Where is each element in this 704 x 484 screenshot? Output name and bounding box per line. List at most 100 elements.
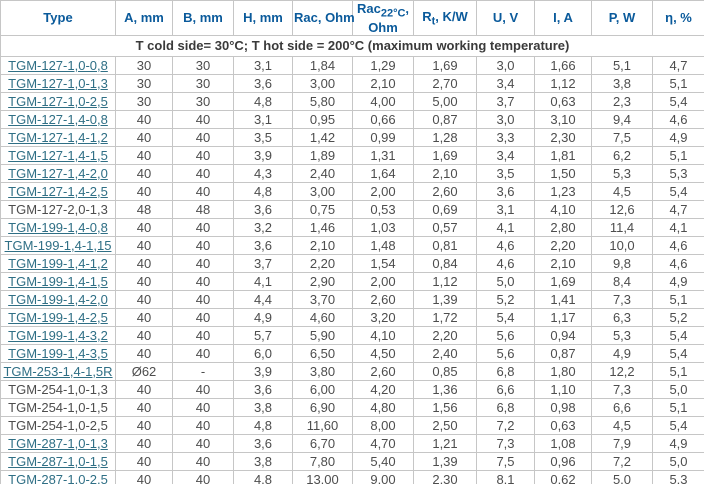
cell-i_a: 2,80: [534, 217, 592, 237]
type-link[interactable]: TGM-287-1,0-1,5: [8, 453, 108, 469]
cell-rt_k_w: 0,85: [413, 361, 477, 381]
cell-rt_k_w: 0,81: [413, 235, 477, 255]
type-link[interactable]: TGM-127-1,0-0,8: [8, 57, 108, 73]
type-link[interactable]: TGM-127-1,4-1,2: [8, 129, 108, 145]
type-link[interactable]: TGM-199-1,4-3,2: [8, 327, 108, 343]
cell-p_w: 5,3: [591, 163, 653, 183]
cell-h_mm: 4,4: [233, 289, 293, 309]
cell-a_mm: 40: [115, 289, 173, 309]
cell-a_mm: 30: [115, 73, 173, 93]
table-row: TGM-253-1,4-1,5R Ø62-3,9 3,80 2,60 0,85 6,8 1,…: [0, 361, 704, 381]
cell-b_mm: 40: [172, 217, 234, 237]
cell-h_mm: 5,7: [233, 325, 293, 345]
cell-rt_k_w: 2,70: [413, 73, 477, 93]
cell-b_mm: 48: [172, 199, 234, 219]
cell-a_mm: 40: [115, 433, 173, 453]
cell-rac_ohm: 2,10: [292, 235, 353, 255]
table-row: TGM-199-1,4-1,5 40 40 4,1 2,90 2,00 1,12 5,0 1,6…: [0, 271, 704, 291]
type-link[interactable]: TGM-127-1,0-1,3: [8, 75, 108, 91]
cell-i_a: 2,20: [534, 235, 592, 255]
table-row: TGM-127-1,4-0,8 40 40 3,1 0,95 0,66 0,87 3,0 3,1…: [0, 109, 704, 129]
type-cell: TGM-199-1,4-3,5: [0, 343, 116, 363]
cell-rac_ohm: 1,89: [292, 145, 353, 165]
type-cell: TGM-127-1,0-0,8: [0, 55, 116, 75]
cell-h_mm: 3,9: [233, 361, 293, 381]
cell-eta_percent: 5,4: [652, 181, 704, 201]
cell-a_mm: 40: [115, 415, 173, 435]
type-cell: TGM-127-1,4-2,5: [0, 181, 116, 201]
cell-a_mm: 48: [115, 199, 173, 219]
cell-eta_percent: 4,7: [652, 55, 704, 75]
cell-i_a: 2,10: [534, 253, 592, 273]
type-link[interactable]: TGM-127-1,4-0,8: [8, 111, 108, 127]
cell-i_a: 0,63: [534, 415, 592, 435]
cell-u_v: 5,4: [476, 307, 535, 327]
table-row: TGM-127-2,0-1,3 48 48 3,6 0,75 0,53 0,69 3,1 4,1…: [0, 199, 704, 219]
type-cell: TGM-254-1,0-1,3: [0, 379, 116, 399]
cell-rt_k_w: 1,39: [413, 451, 477, 471]
cell-rt_k_w: 0,69: [413, 199, 477, 219]
cell-u_v: 3,7: [476, 91, 535, 111]
cell-eta_percent: 4,9: [652, 433, 704, 453]
cell-p_w: 3,8: [591, 73, 653, 93]
type-cell: TGM-254-1,0-2,5: [0, 415, 116, 435]
cell-eta_percent: 5,1: [652, 361, 704, 381]
cell-rac_22c_ohm: 0,99: [352, 127, 414, 147]
cell-u_v: 3,3: [476, 127, 535, 147]
type-link[interactable]: TGM-199-1,4-1,15: [4, 237, 112, 253]
type-link[interactable]: TGM-127-1,4-1,5: [8, 147, 108, 163]
cell-rac_ohm: 3,00: [292, 181, 353, 201]
cell-b_mm: 40: [172, 145, 234, 165]
col-header-rt-kw: Rt, K/W: [413, 0, 477, 36]
cell-rac_ohm: 13,00: [292, 469, 353, 484]
type-link[interactable]: TGM-127-1,0-2,5: [8, 93, 108, 109]
cell-u_v: 4,6: [476, 253, 535, 273]
cell-i_a: 1,80: [534, 361, 592, 381]
cell-rac_ohm: 4,60: [292, 307, 353, 327]
cell-p_w: 4,5: [591, 415, 653, 435]
type-link[interactable]: TGM-199-1,4-1,2: [8, 255, 108, 271]
cell-rac_22c_ohm: 4,10: [352, 325, 414, 345]
type-link[interactable]: TGM-287-1,0-2,5: [8, 471, 108, 484]
cell-h_mm: 3,2: [233, 217, 293, 237]
type-link[interactable]: TGM-199-1,4-1,5: [8, 273, 108, 289]
cell-u_v: 5,0: [476, 271, 535, 291]
type-cell: TGM-199-1,4-1,2: [0, 253, 116, 273]
type-link[interactable]: TGM-127-1,4-2,0: [8, 165, 108, 181]
type-link[interactable]: TGM-199-1,4-3,5: [8, 345, 108, 361]
type-cell: TGM-127-1,4-1,5: [0, 145, 116, 165]
cell-a_mm: 40: [115, 379, 173, 399]
type-link[interactable]: TGM-199-1,4-2,5: [8, 309, 108, 325]
cell-u_v: 5,2: [476, 289, 535, 309]
type-link[interactable]: TGM-253-1,4-1,5R: [3, 363, 113, 379]
cell-eta_percent: 4,6: [652, 253, 704, 273]
cell-p_w: 7,9: [591, 433, 653, 453]
cell-b_mm: 40: [172, 325, 234, 345]
type-link[interactable]: TGM-287-1,0-1,3: [8, 435, 108, 451]
cell-a_mm: 40: [115, 235, 173, 255]
cell-eta_percent: 5,1: [652, 289, 704, 309]
cell-h_mm: 4,8: [233, 469, 293, 484]
conditions-text: T cold side= 30°C; T hot side = 200°C (m…: [0, 34, 704, 57]
type-link[interactable]: TGM-199-1,4-0,8: [8, 219, 108, 235]
type-cell: TGM-199-1,4-2,5: [0, 307, 116, 327]
cell-a_mm: 40: [115, 181, 173, 201]
cell-h_mm: 3,8: [233, 397, 293, 417]
type-cell: TGM-287-1,0-1,5: [0, 451, 116, 471]
cell-h_mm: 4,8: [233, 415, 293, 435]
cell-i_a: 0,98: [534, 397, 592, 417]
header-row: Type A, mm B, mm H, mm Rac, Ohm Rac22°C,…: [0, 0, 704, 36]
cell-a_mm: 30: [115, 55, 173, 75]
table-row: TGM-287-1,0-2,5 40 40 4,8 13,00 9,00 2,30 8,1 0,…: [0, 469, 704, 484]
type-link[interactable]: TGM-127-1,4-2,5: [8, 183, 108, 199]
cell-rac_22c_ohm: 9,00: [352, 469, 414, 484]
type-cell: TGM-199-1,4-0,8: [0, 217, 116, 237]
cell-rac_ohm: 2,40: [292, 163, 353, 183]
cell-rt_k_w: 2,60: [413, 181, 477, 201]
cell-rt_k_w: 1,72: [413, 307, 477, 327]
type-cell: TGM-199-1,4-2,0: [0, 289, 116, 309]
type-cell: TGM-127-1,0-1,3: [0, 73, 116, 93]
cell-rt_k_w: 0,87: [413, 109, 477, 129]
type-link[interactable]: TGM-199-1,4-2,0: [8, 291, 108, 307]
cell-a_mm: 40: [115, 217, 173, 237]
